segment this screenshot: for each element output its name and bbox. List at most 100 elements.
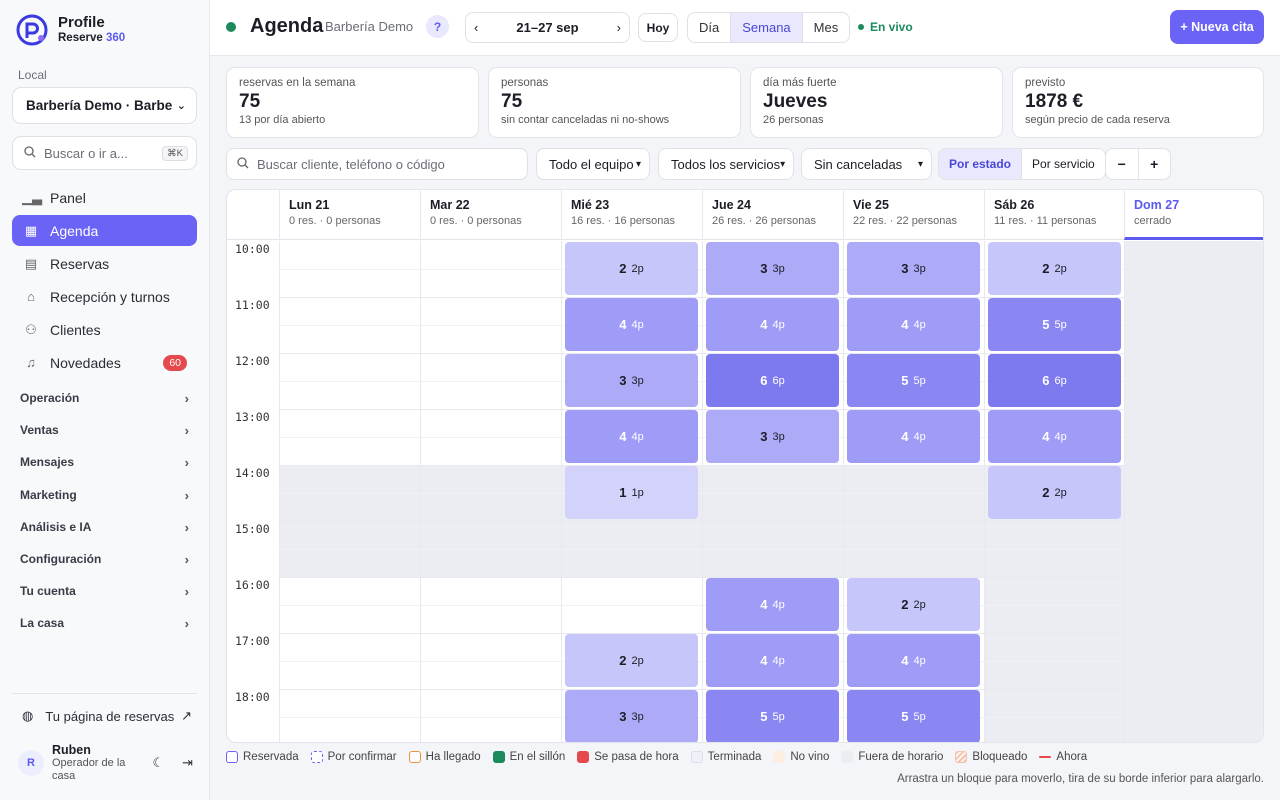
legend-label: En el sillón: [509, 751, 566, 763]
calendar-header: Lun 21 0 res. · 0 personas Mar 22 0 res. · …: [227, 190, 1263, 240]
sidebar-item-panel[interactable]: ▁▃ Panel: [12, 182, 197, 213]
day-header[interactable]: Jue 24 26 res. · 26 personas: [702, 190, 843, 240]
zoom-in-button[interactable]: +: [1150, 156, 1159, 172]
appointment-block[interactable]: 3 3p: [706, 242, 839, 295]
legend-item: Por confirmar: [310, 751, 397, 763]
block-count: 2: [619, 261, 627, 276]
sidebar-search[interactable]: Buscar o ir a... ⌘K: [12, 136, 197, 170]
appointment-block[interactable]: 4 4p: [847, 634, 980, 687]
appointment-block[interactable]: 6 6p: [706, 354, 839, 407]
appointment-block[interactable]: 4 4p: [565, 298, 698, 351]
appointment-block[interactable]: 3 3p: [565, 354, 698, 407]
by-state-toggle[interactable]: Por estado: [939, 149, 1023, 179]
appointment-block[interactable]: 2 2p: [847, 578, 980, 631]
appointment-block[interactable]: 4 4p: [847, 298, 980, 351]
logout-icon[interactable]: ⇥: [182, 755, 193, 770]
week-calendar: Lun 21 0 res. · 0 personas Mar 22 0 res. · …: [226, 189, 1264, 743]
block-people: 3p: [772, 262, 785, 275]
zoom-control: − +: [1105, 148, 1171, 180]
appointment-block[interactable]: 2 2p: [988, 466, 1121, 519]
brand[interactable]: Profile Reserve 360: [16, 14, 125, 46]
appointment-block[interactable]: 4 4p: [706, 634, 839, 687]
block-people: 6p: [772, 374, 785, 387]
sidebar-group-marketing[interactable]: Marketing ›: [12, 484, 197, 506]
sidebar-item-reservas[interactable]: ▤ Reservas: [12, 248, 197, 279]
appointment-block[interactable]: 2 2p: [988, 242, 1121, 295]
by-service-toggle[interactable]: Por servicio: [1032, 157, 1095, 171]
sidebar-group-analisis[interactable]: Análisis e IA ›: [12, 516, 197, 538]
view-week-tab[interactable]: Semana: [730, 13, 803, 42]
appointment-block[interactable]: 4 4p: [706, 298, 839, 351]
sidebar-item-recepcion[interactable]: ⌂ Recepción y turnos: [12, 281, 197, 312]
hour-line: [278, 577, 1124, 578]
appointment-block[interactable]: 4 4p: [706, 578, 839, 631]
sidebar-item-label: Agenda: [50, 222, 99, 239]
day-header[interactable]: Sáb 26 11 res. · 11 personas: [984, 190, 1125, 240]
appointment-block[interactable]: 5 5p: [847, 690, 980, 742]
day-column[interactable]: [420, 241, 561, 742]
cancelled-select[interactable]: Sin canceladas ▾: [801, 148, 932, 180]
appointment-block[interactable]: 5 5p: [847, 354, 980, 407]
half-hour-line: [278, 493, 1124, 494]
sidebar-item-clientes[interactable]: ⚇ Clientes: [12, 314, 197, 345]
day-meta: 0 res. · 0 personas: [430, 215, 522, 227]
view-month-tab[interactable]: Mes: [813, 20, 839, 35]
sidebar-group-casa[interactable]: La casa ›: [12, 612, 197, 634]
new-appointment-button[interactable]: + Nueva cita: [1170, 10, 1264, 44]
day-header[interactable]: Lun 21 0 res. · 0 personas: [279, 190, 420, 240]
day-header[interactable]: Dom 27 cerrado: [1124, 190, 1263, 240]
today-button[interactable]: Hoy: [638, 13, 678, 42]
sidebar-group-cuenta[interactable]: Tu cuenta ›: [12, 580, 197, 602]
zoom-out-button[interactable]: −: [1106, 149, 1139, 179]
sidebar-item-novedades[interactable]: ♫ Novedades 60: [12, 347, 197, 378]
moon-icon[interactable]: ☾: [152, 755, 165, 770]
services-select[interactable]: Todos los servicios ▾: [658, 148, 794, 180]
booking-page-link[interactable]: ◍ Tu página de reservas ↗: [22, 708, 192, 724]
appointment-block[interactable]: 2 2p: [565, 242, 698, 295]
day-column[interactable]: [1124, 241, 1263, 742]
block-people: 5p: [772, 710, 785, 723]
help-button[interactable]: ?: [426, 15, 449, 38]
appointment-block[interactable]: 2 2p: [565, 634, 698, 687]
sidebar-group-operacion[interactable]: Operación ›: [12, 387, 197, 409]
appointment-block[interactable]: 3 3p: [847, 242, 980, 295]
hour-line: [278, 297, 1124, 298]
appointment-block[interactable]: 4 4p: [988, 410, 1121, 463]
chevron-right-icon: ›: [184, 422, 189, 438]
client-search-input[interactable]: Buscar cliente, teléfono o código: [226, 148, 528, 180]
block-count: 4: [901, 317, 909, 332]
day-header[interactable]: Vie 25 22 res. · 22 personas: [843, 190, 984, 240]
day-column[interactable]: [984, 241, 1125, 742]
appointment-block[interactable]: 1 1p: [565, 466, 698, 519]
day-column[interactable]: [561, 241, 702, 742]
appointment-block[interactable]: 4 4p: [847, 410, 980, 463]
appointment-block[interactable]: 3 3p: [565, 690, 698, 742]
local-select[interactable]: Barbería Demo · Barbería ⌄: [12, 87, 197, 124]
stat-value: 1878 €: [1025, 91, 1084, 112]
team-select[interactable]: Todo el equipo ▾: [536, 148, 650, 180]
day-column[interactable]: [279, 241, 420, 742]
block-count: 5: [1042, 317, 1050, 332]
block-people: 4p: [1054, 430, 1067, 443]
appointment-block[interactable]: 5 5p: [988, 298, 1121, 351]
block-count: 2: [619, 653, 627, 668]
sidebar-group-mensajes[interactable]: Mensajes ›: [12, 451, 197, 473]
avatar[interactable]: R: [18, 750, 44, 776]
day-header[interactable]: Mié 23 16 res. · 16 personas: [561, 190, 702, 240]
sidebar-group-configuracion[interactable]: Configuración ›: [12, 548, 197, 570]
block-people: 2p: [1054, 262, 1067, 275]
globe-icon: ◍: [22, 708, 34, 723]
appointment-block[interactable]: 4 4p: [565, 410, 698, 463]
view-day-tab[interactable]: Día: [699, 20, 720, 35]
day-header[interactable]: Mar 22 0 res. · 0 personas: [420, 190, 561, 240]
appointment-block[interactable]: 6 6p: [988, 354, 1121, 407]
day-column[interactable]: [702, 241, 843, 742]
day-column[interactable]: [843, 241, 984, 742]
date-range-label[interactable]: 21–27 sep: [516, 20, 579, 35]
appointment-block[interactable]: 5 5p: [706, 690, 839, 742]
appointment-block[interactable]: 3 3p: [706, 410, 839, 463]
sidebar-group-ventas[interactable]: Ventas ›: [12, 419, 197, 441]
sidebar-item-agenda[interactable]: ▦ Agenda: [12, 215, 197, 246]
chevron-right-icon[interactable]: ›: [616, 20, 621, 35]
chevron-left-icon[interactable]: ‹: [474, 20, 479, 35]
